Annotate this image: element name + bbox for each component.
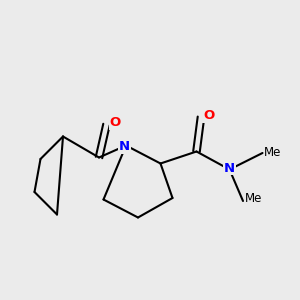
Text: O: O: [110, 116, 121, 130]
Text: Me: Me: [264, 146, 281, 160]
Text: N: N: [119, 140, 130, 154]
Text: Me: Me: [244, 191, 262, 205]
Text: N: N: [224, 161, 235, 175]
Text: O: O: [203, 109, 214, 122]
